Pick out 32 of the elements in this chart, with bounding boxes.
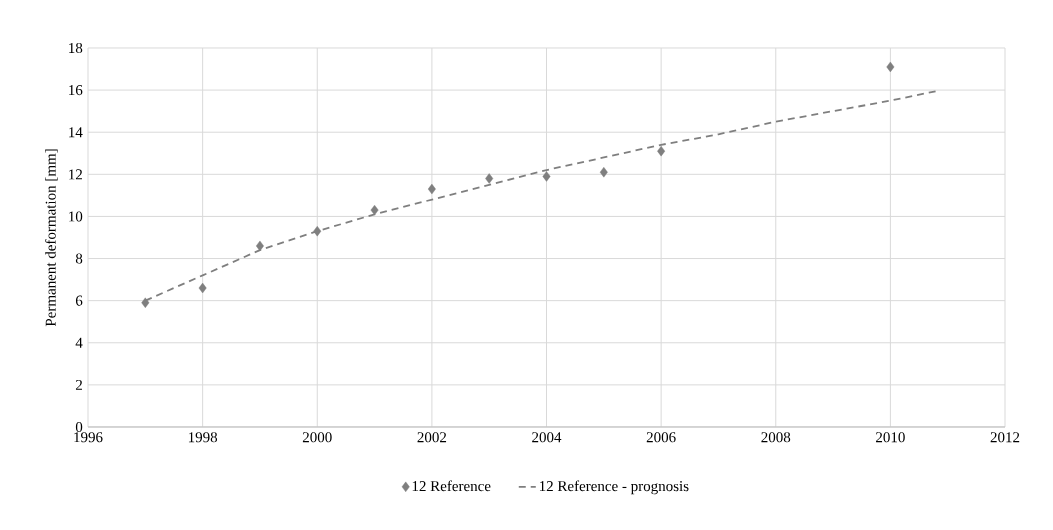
x-tick-label: 1998 (188, 432, 218, 443)
point (886, 61, 895, 73)
x-tick-label: 2010 (876, 432, 905, 443)
point (141, 297, 150, 308)
x-tick-label: 2012 (990, 432, 1020, 443)
point (542, 171, 551, 182)
y-tick-label: 0 (75, 421, 83, 433)
x-tick-label: 2004 (532, 432, 562, 443)
legend-label: 12 Reference - prognosis (539, 480, 689, 495)
y-tick-label: 18 (69, 42, 83, 54)
x-tick-label: 2002 (417, 432, 447, 443)
point (599, 167, 608, 178)
y-tick-label: 2 (75, 379, 82, 390)
y-tick-label: 12 (69, 169, 82, 180)
y-tick-label: 8 (75, 253, 83, 264)
y-tick-label: 16 (69, 85, 83, 96)
point (427, 183, 436, 195)
point (485, 173, 494, 184)
point (370, 204, 379, 216)
point (313, 225, 322, 237)
x-tick-label: 2000 (302, 432, 332, 443)
x-tick-label: 1996 (74, 432, 103, 443)
point (198, 282, 207, 294)
legend-label: 12 Reference (412, 480, 491, 492)
x-tick-label: 2006 (646, 432, 676, 443)
y-tick-label: 6 (75, 295, 83, 306)
y-tick-label: 14 (69, 127, 83, 138)
point (657, 145, 666, 157)
y-tick-label: 4 (75, 337, 83, 348)
y-axis-title: Permanent deformation [mm] (45, 149, 58, 327)
y-tick-label: 10 (69, 211, 83, 222)
x-tick-label: 2008 (761, 432, 791, 443)
